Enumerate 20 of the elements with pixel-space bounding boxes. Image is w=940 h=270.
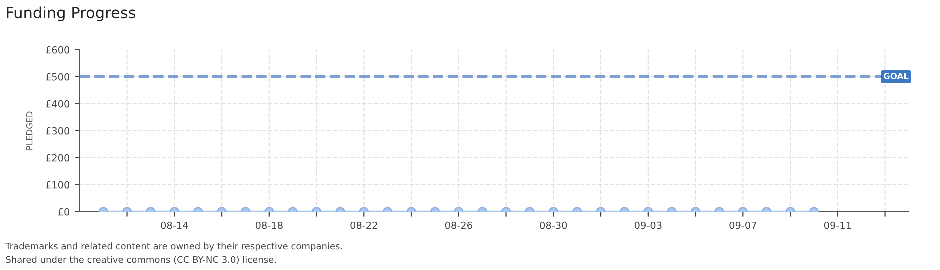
ref-line-label: GOAL xyxy=(884,73,909,80)
y-axis-title: PLEDGED xyxy=(26,112,33,150)
y-tick-label: £0 xyxy=(58,208,70,216)
x-tick-label: 08-14 xyxy=(161,222,188,230)
x-tick-label: 09-11 xyxy=(824,222,852,230)
y-tick-label: £400 xyxy=(46,100,70,108)
y-tick-label: £100 xyxy=(46,181,70,189)
x-tick-label: 08-18 xyxy=(256,222,283,230)
y-tick-label: £500 xyxy=(46,73,70,81)
y-tick-label: £300 xyxy=(46,127,70,135)
x-tick-label: 09-07 xyxy=(730,222,756,230)
y-tick-label: £200 xyxy=(46,154,70,162)
text: Shared under the creative commons (CC BY-NC 3.0) license. xyxy=(6,256,276,264)
x-tick-label: 08-30 xyxy=(540,222,568,230)
chart-title: Funding Progress xyxy=(7,6,136,22)
x-tick-label: 08-26 xyxy=(445,222,472,230)
text: Trademarks and related content are owned by their respective companies. xyxy=(6,242,342,252)
y-tick-label: £600 xyxy=(46,46,70,54)
x-tick-label: 08-22 xyxy=(350,222,378,230)
x-tick-label: 09-03 xyxy=(634,222,662,230)
